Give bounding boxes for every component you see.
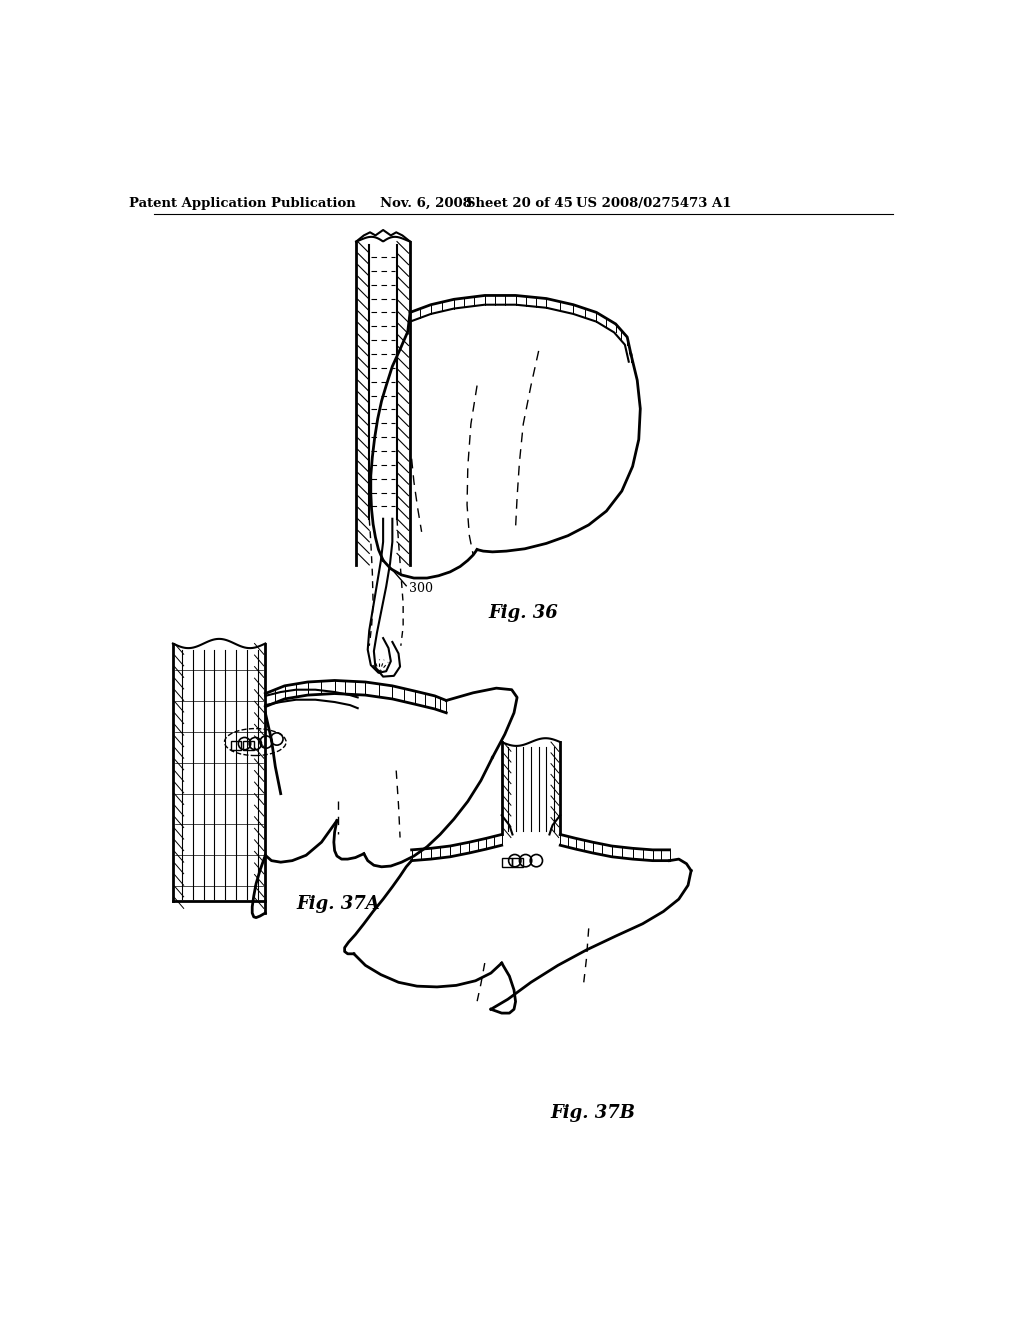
Text: Nov. 6, 2008: Nov. 6, 2008 [380,197,471,210]
Text: Sheet 20 of 45: Sheet 20 of 45 [466,197,572,210]
Bar [243,741,254,750]
Text: US 2008/0275473 A1: US 2008/0275473 A1 [577,197,732,210]
Text: Fig. 37A: Fig. 37A [297,895,380,912]
Text: Fig. 36: Fig. 36 [488,603,558,622]
Text: Patent Application Publication: Patent Application Publication [129,197,355,210]
Text: 300: 300 [410,582,433,594]
Bar [502,858,512,867]
Bar [512,858,523,867]
Text: Fig. 37B: Fig. 37B [550,1105,635,1122]
Bar [230,741,242,750]
